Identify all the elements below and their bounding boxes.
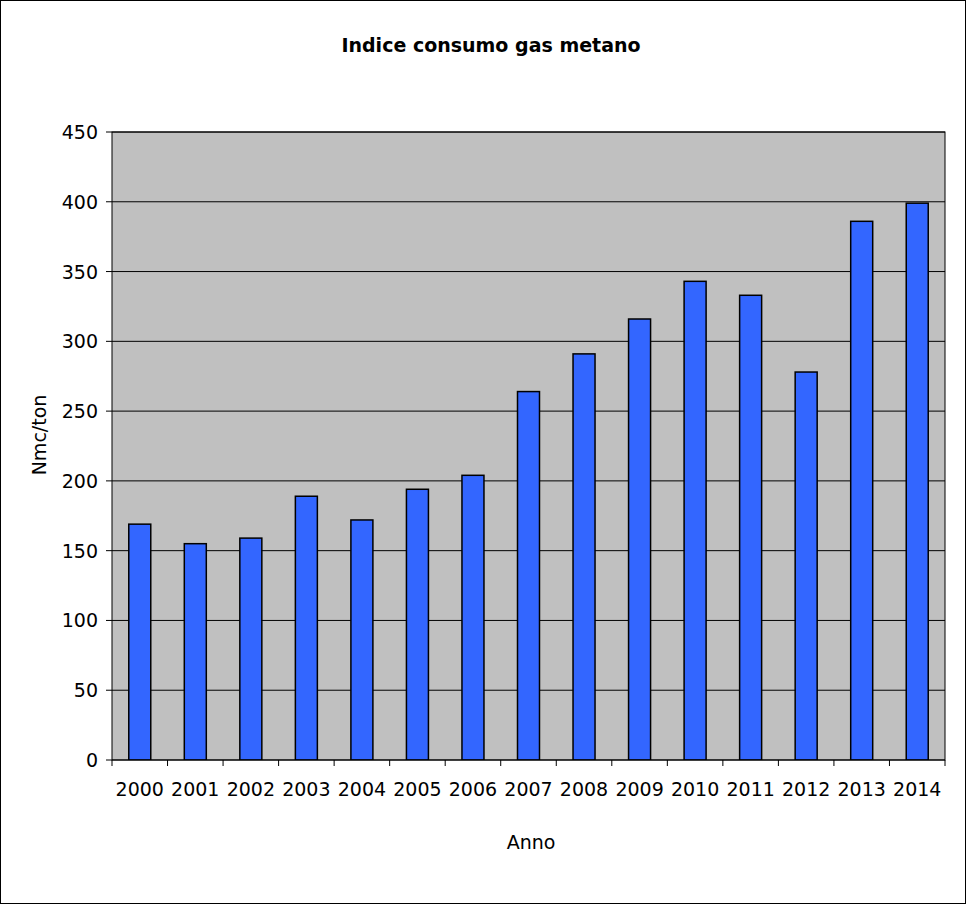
x-tick-label: 2001 (171, 778, 219, 800)
x-tick-label: 2002 (227, 778, 275, 800)
y-tick-label: 400 (62, 191, 98, 213)
bar (740, 295, 762, 760)
x-tick-label: 2004 (338, 778, 386, 800)
bar (240, 538, 262, 760)
chart: 0 50 100 150 200 250 300 350 400 450 2000 2001 2002 2… (0, 0, 966, 904)
y-tick (106, 690, 112, 691)
x-tick (611, 760, 612, 766)
x-tick (945, 760, 946, 766)
x-tick-label: 2014 (893, 778, 941, 800)
x-tick (833, 760, 834, 766)
grid-line (112, 341, 945, 342)
bar (295, 496, 317, 760)
y-tick (106, 480, 112, 481)
grid-line (112, 201, 945, 202)
bar (184, 544, 206, 760)
y-tick-label: 300 (62, 330, 98, 352)
x-tick (389, 760, 390, 766)
x-tick-label: 2007 (504, 778, 552, 800)
x-tick-label: 2010 (671, 778, 719, 800)
x-tick (278, 760, 279, 766)
x-tick-label: 2005 (393, 778, 441, 800)
bar (406, 489, 428, 760)
bar (351, 520, 373, 760)
bar (573, 354, 595, 760)
x-tick (722, 760, 723, 766)
y-tick (106, 341, 112, 342)
bar (629, 319, 651, 760)
x-axis-label: Anno (507, 831, 556, 853)
bar (518, 392, 540, 760)
y-tick (106, 620, 112, 621)
plot-frame (112, 132, 945, 760)
x-tick-label: 2013 (838, 778, 886, 800)
x-tick-label: 2008 (560, 778, 608, 800)
y-axis-label: Nmc/ton (28, 395, 50, 476)
y-tick-label: 0 (86, 749, 98, 771)
y-tick (106, 411, 112, 412)
y-tick-label: 450 (62, 121, 98, 143)
grid-line (112, 271, 945, 272)
x-tick-label: 2006 (449, 778, 497, 800)
x-tick (223, 760, 224, 766)
y-tick (106, 132, 112, 133)
y-tick-label: 150 (62, 540, 98, 562)
y-tick (106, 550, 112, 551)
chart-border (1, 1, 966, 904)
y-tick-label: 250 (62, 400, 98, 422)
y-tick-label: 350 (62, 261, 98, 283)
x-tick-label: 2000 (116, 778, 164, 800)
bar (906, 203, 928, 760)
bar (795, 372, 817, 760)
y-tick-label: 50 (74, 679, 98, 701)
x-tick (167, 760, 168, 766)
x-tick (445, 760, 446, 766)
x-tick-label: 2012 (782, 778, 830, 800)
x-tick (112, 760, 113, 766)
x-tick (778, 760, 779, 766)
y-tick (106, 271, 112, 272)
bar (462, 475, 484, 760)
title: Indice consumo gas metano (341, 34, 640, 56)
y-tick-label: 200 (62, 470, 98, 492)
bar (684, 281, 706, 760)
x-tick-label: 2003 (282, 778, 330, 800)
x-tick (667, 760, 668, 766)
x-tick (334, 760, 335, 766)
y-tick (106, 201, 112, 202)
plot-background (112, 132, 945, 760)
y-tick-label: 100 (62, 609, 98, 631)
x-tick (889, 760, 890, 766)
bar (129, 524, 151, 760)
x-tick-label: 2011 (726, 778, 774, 800)
x-tick-label: 2009 (615, 778, 663, 800)
bars (129, 203, 928, 760)
y-tick (106, 760, 112, 761)
x-tick (500, 760, 501, 766)
x-tick (556, 760, 557, 766)
bar (851, 221, 873, 760)
